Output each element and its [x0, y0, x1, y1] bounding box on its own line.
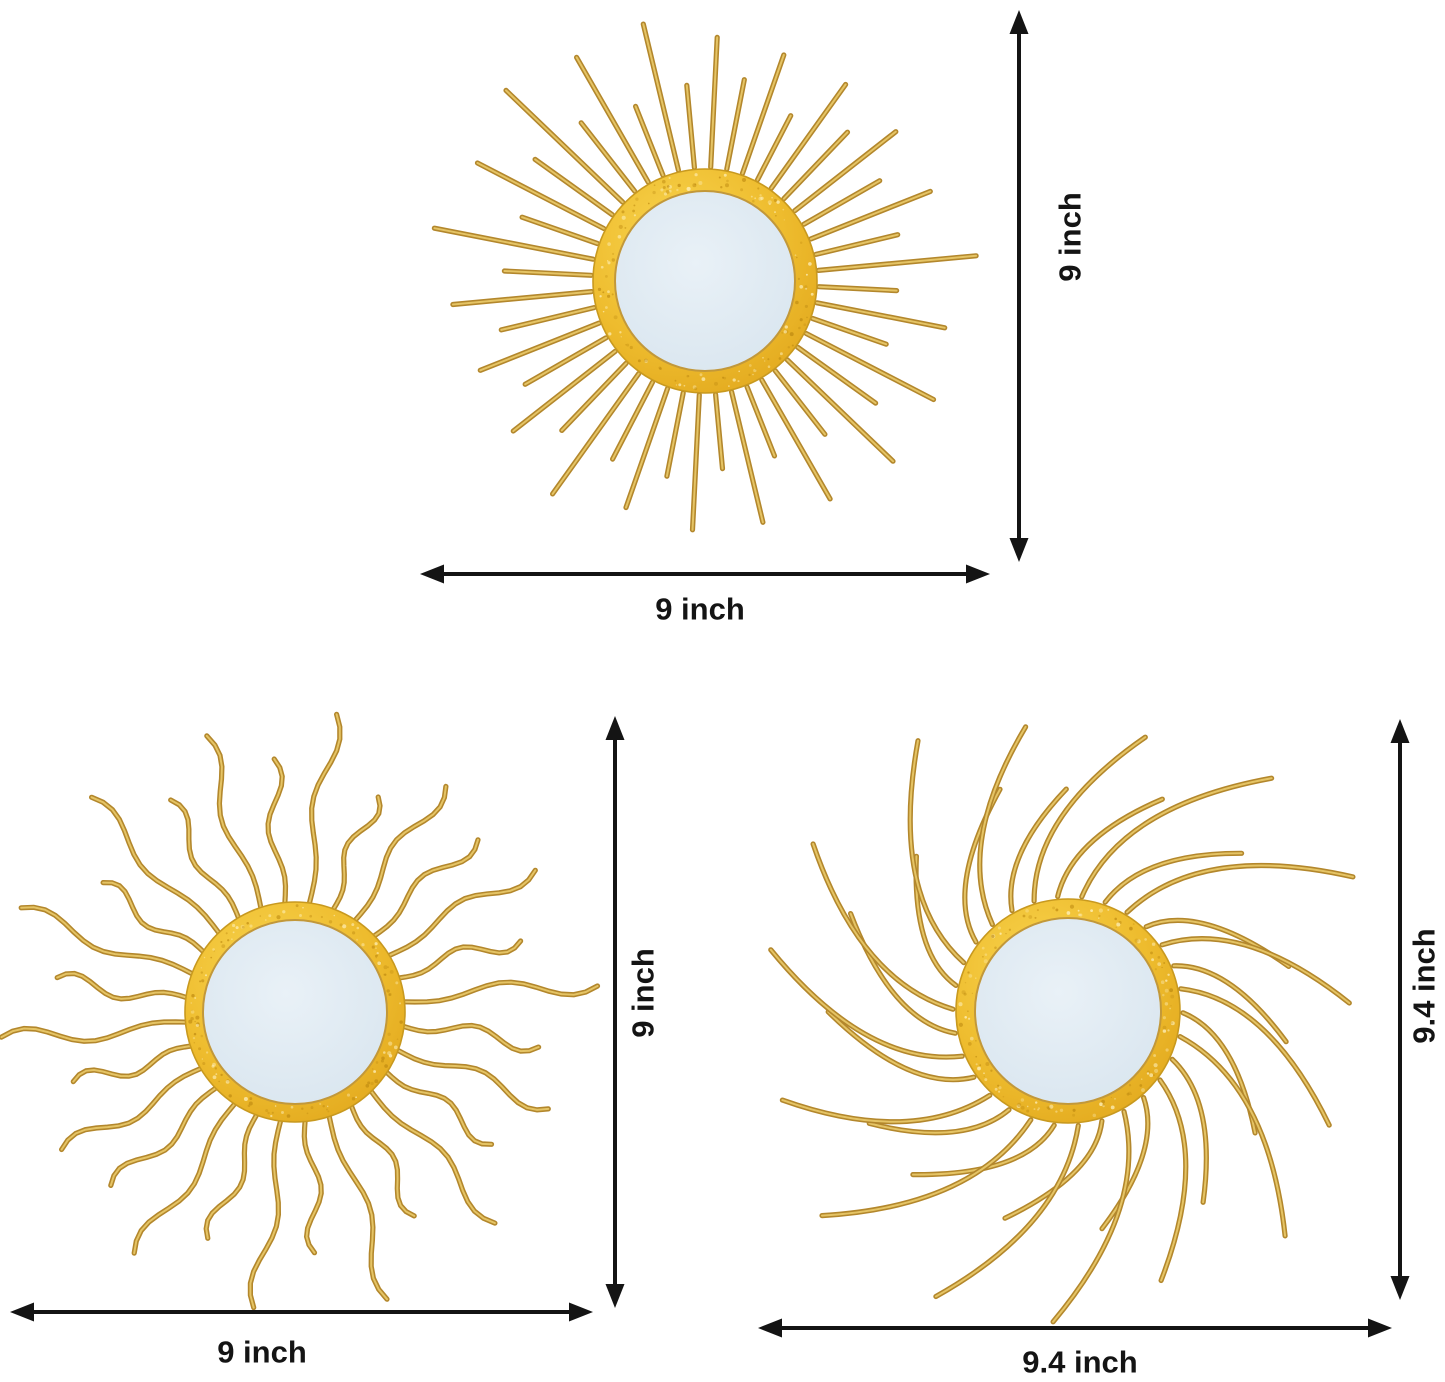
swirl-rays: [768, 724, 1356, 1325]
straight-rays: [431, 21, 979, 533]
frame-texture-speckles: [188, 904, 403, 1118]
dimension-arrow-vertical-4: [1390, 719, 1410, 1300]
dimension-label-swirl-mirror-width: 9.4 inch: [1022, 1344, 1138, 1380]
dimension-arrow-vertical-2: [605, 716, 625, 1308]
dimension-label-wavy-mirror-width: 9 inch: [217, 1334, 307, 1370]
wavy-rays: [0, 711, 601, 1311]
dimension-arrow-vertical-0: [1009, 10, 1029, 562]
dimension-arrow-horizontal-3: [10, 1302, 593, 1322]
sunburst-mirror-swirl-rays: [768, 724, 1356, 1325]
dimension-label-straight-mirror-width: 9 inch: [655, 591, 745, 627]
mirror-glass: [614, 190, 796, 372]
dimension-label-straight-mirror-height: 9 inch: [1052, 192, 1088, 282]
sunburst-mirror-straight-rays: [431, 21, 979, 533]
frame-texture-speckles: [597, 173, 814, 391]
sunburst-mirror-wavy-rays: [0, 711, 601, 1311]
mirror-glass: [974, 917, 1162, 1105]
dimension-arrow-horizontal-1: [420, 564, 990, 584]
dimension-label-swirl-mirror-height: 9.4 inch: [1406, 928, 1442, 1044]
mirror-glass: [202, 919, 388, 1105]
frame-texture-speckles: [958, 904, 1175, 1118]
dimension-label-wavy-mirror-height: 9 inch: [625, 948, 661, 1038]
dimension-arrow-horizontal-5: [758, 1318, 1392, 1338]
